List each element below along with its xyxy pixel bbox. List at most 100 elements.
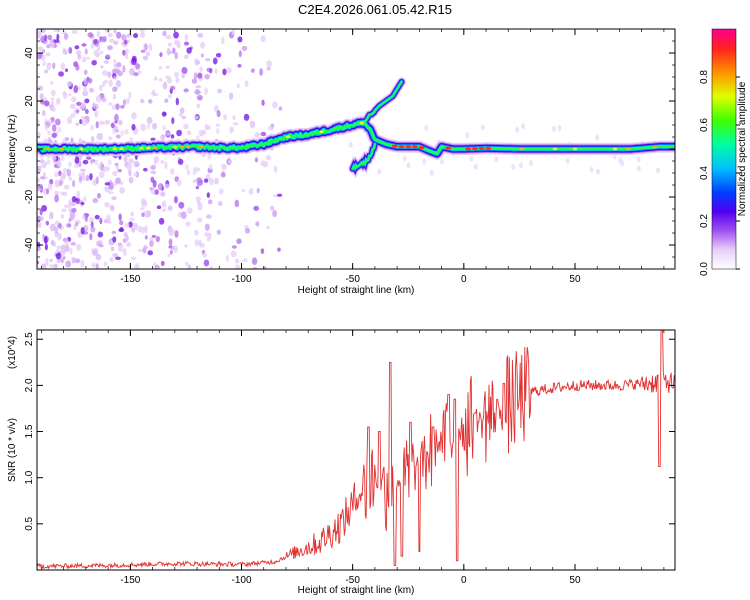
ridge-peak (572, 147, 578, 151)
noise-speck (81, 171, 86, 178)
noise-speck (192, 166, 197, 173)
noise-speck (42, 171, 47, 177)
noise-speck (81, 118, 88, 126)
noise-speck (92, 38, 98, 45)
noise-speck (108, 102, 113, 106)
noise-speck (107, 220, 112, 224)
noise-speck (152, 89, 156, 97)
noise-speck (204, 123, 208, 131)
noise-speck (181, 72, 185, 79)
noise-speck (168, 238, 173, 246)
noise-speck (164, 98, 169, 103)
ridge-peak (471, 147, 478, 151)
noise-speck (186, 130, 192, 136)
noise-speck (134, 263, 140, 269)
noise-speck (184, 164, 189, 171)
noise-speck (44, 34, 48, 42)
noise-speck (181, 115, 187, 120)
noise-speck (167, 42, 173, 47)
noise-speck (152, 179, 157, 188)
noise-speck (165, 131, 171, 136)
noise-speck (89, 173, 93, 181)
noise-speck (214, 178, 219, 185)
noise-speck (55, 97, 61, 105)
x-tick-label: -50 (345, 575, 360, 586)
noise-speck (47, 34, 53, 41)
noise-speck (95, 95, 102, 103)
noise-speck (187, 264, 192, 269)
noise-speck (128, 221, 133, 228)
noise-speck (259, 68, 263, 76)
noise-speck (117, 244, 124, 253)
noise-speck (225, 255, 229, 262)
noise-speck (60, 62, 66, 71)
noise-speck (115, 134, 121, 139)
noise-speck (49, 178, 54, 185)
noise-speck (150, 164, 156, 170)
noise-speck (98, 244, 104, 248)
noise-speck (195, 60, 201, 65)
noise-speck (118, 228, 125, 233)
noise-speck (125, 48, 130, 54)
noise-speck (107, 159, 112, 166)
noise-speck (46, 188, 50, 195)
noise-speck (112, 86, 118, 92)
spectrogram-x-axis-label: Height of straight line (km) (298, 285, 415, 296)
noise-speck (60, 247, 67, 254)
noise-speck (230, 126, 235, 133)
noise-speck (159, 135, 164, 142)
ridge-peak (319, 130, 324, 134)
snr-panel: -150 -100 -50 0 50 0.5 1.0 1.5 2.0 2.5 Height of … (7, 329, 676, 596)
ridge-peak (391, 144, 398, 148)
y-tick-label: 1.0 (24, 470, 35, 484)
noise-speck (228, 92, 234, 100)
noise-speck (88, 216, 95, 223)
noise-speck (95, 176, 99, 185)
noise-speck (119, 220, 124, 226)
noise-speck (158, 77, 163, 82)
x-tick-label: -100 (232, 274, 252, 285)
ridge-peak (139, 146, 144, 150)
noise-speck (194, 239, 199, 247)
page-title: C2E4.2026.061.05.42.R15 (298, 2, 452, 17)
noise-speck (123, 35, 127, 41)
noise-speck (115, 103, 120, 110)
noise-speck (51, 124, 57, 132)
noise-speck (171, 117, 175, 125)
noise-speck (67, 161, 72, 168)
noise-speck (166, 47, 171, 56)
noise-speck (123, 39, 128, 45)
noise-speck (76, 243, 82, 251)
noise-speck (84, 98, 90, 104)
noise-speck (86, 56, 90, 60)
noise-speck (132, 33, 139, 39)
noise-speck (47, 131, 51, 135)
noise-speck (37, 165, 42, 174)
noise-speck (170, 168, 175, 175)
noise-speck (54, 179, 60, 188)
noise-speck (174, 230, 179, 238)
noise-speck (57, 159, 62, 166)
noise-speck (165, 34, 172, 40)
noise-speck (75, 221, 79, 227)
noise-speck (656, 167, 661, 174)
noise-speck (234, 199, 240, 208)
noise-speck (179, 107, 185, 114)
noise-speck (250, 68, 255, 73)
noise-speck (37, 52, 43, 60)
snr-x-axis-label: Height of straight line (km) (298, 585, 415, 596)
noise-speck (90, 158, 94, 165)
noise-speck (256, 187, 260, 194)
noise-speck (160, 260, 165, 267)
noise-speck (71, 29, 78, 35)
noise-speck (37, 46, 41, 51)
noise-speck (64, 68, 68, 72)
noise-speck (243, 113, 250, 121)
y-tick-label: 0.5 (24, 516, 35, 530)
noise-speck (203, 259, 210, 267)
noise-speck (76, 190, 81, 199)
noise-speck (95, 121, 99, 129)
noise-speck (140, 31, 146, 39)
noise-speck (162, 81, 168, 90)
